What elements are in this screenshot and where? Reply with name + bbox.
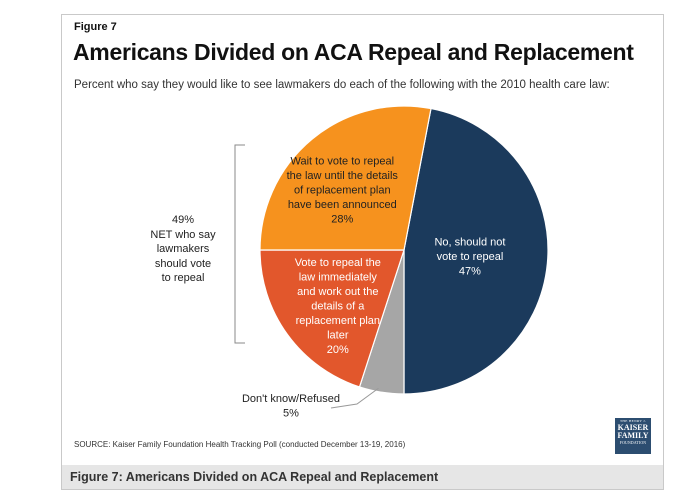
source-note: SOURCE: Kaiser Family Foundation Health … [74,440,406,449]
pie-slice [259,105,432,251]
logo-foundation-text: FOUNDATION [619,440,647,445]
slice-label: Don't know/Refused 5% [242,393,340,420]
pie-slice [403,107,549,395]
logo-small-text: THE HENRY J. [619,419,647,423]
pie-slice [259,249,405,388]
figure-label: Figure 7 [74,21,117,33]
chart-subtitle: Percent who say they would like to see l… [74,79,610,91]
leader-line [330,387,379,409]
net-line: should vote [154,257,212,270]
net-line: NET who say [150,228,216,241]
logo-line1: KAISER [617,422,649,432]
net-line: to repeal [161,272,205,284]
slice-label: No, should not vote to repeal 47% [434,237,505,278]
kff-logo: THE HENRY J. KAISER FAMILY FOUNDATION [615,418,651,454]
logo-line2: FAMILY [617,431,649,440]
slice-label: Vote to repeal the law immediately and wor… [295,257,381,356]
net-line: 49% [171,214,195,226]
net-annotation: 49% NET who say lawmakers should vote to… [143,213,223,286]
figure-caption: Figure 7: Americans Divided on ACA Repea… [70,470,439,484]
caption-bar [62,465,663,489]
slice-label: Wait to vote to repeal the law until the … [287,156,399,226]
chart-title: Americans Divided on ACA Repeal and Repl… [73,39,634,65]
net-line: lawmakers [156,243,210,255]
net-bracket [234,144,245,344]
